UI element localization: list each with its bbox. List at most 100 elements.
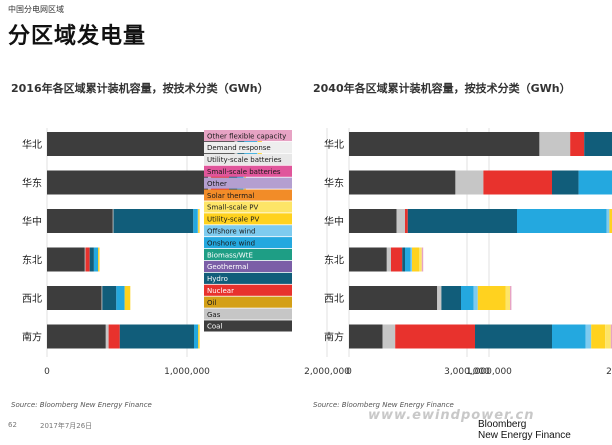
chart-2040-bar-segment xyxy=(570,132,585,156)
chart-2040-bar-segment xyxy=(585,324,592,349)
chart-2040-bar-segment xyxy=(349,247,387,272)
legend-swatch xyxy=(204,130,292,142)
chart-2016-bar-segment xyxy=(85,247,90,272)
chart-2040-category-label: 西北 xyxy=(324,293,344,305)
region-subtitle: 中国分电网区域 xyxy=(8,5,64,14)
legend-label: Oil xyxy=(207,299,216,307)
chart-2040-bar-segment xyxy=(578,170,612,195)
legend-label: Coal xyxy=(207,323,222,331)
chart-2016-category-label: 南方 xyxy=(22,331,42,344)
chart-2016-bar-segment xyxy=(108,324,120,349)
chart-2040-bar-segment xyxy=(382,324,396,349)
legend-label: Hydro xyxy=(207,275,228,283)
chart-2016-bar-segment xyxy=(47,324,106,349)
legend-swatch xyxy=(204,249,292,261)
chart-2040-bar-segment xyxy=(505,286,510,310)
chart-2016-bar-segment xyxy=(47,209,113,233)
legend: Other flexible capacity Demand response Ut… xyxy=(204,130,292,332)
chart-2040-bar-segment xyxy=(475,324,552,349)
chart-2040-category-label: 东北 xyxy=(324,254,344,267)
chart-2040-bar-segment xyxy=(386,247,391,272)
chart-2016-bar-segment xyxy=(105,324,109,349)
chart-2040-bar-segment xyxy=(441,286,461,310)
chart-2040-bar-segment xyxy=(419,247,422,272)
chart-2040-bar-segment xyxy=(461,286,474,310)
chart-2040-bar-segment xyxy=(349,286,438,310)
legend-swatch xyxy=(204,296,292,308)
chart-2016-x-tick-label: 0 xyxy=(44,367,50,377)
chart-2016-category-label: 东北 xyxy=(22,254,42,267)
legend-label: Geothermal xyxy=(207,263,248,271)
chart-2040-bar-segment xyxy=(584,132,612,156)
chart-2016-category-label: 华东 xyxy=(22,177,42,190)
legend-label: Offshore wind xyxy=(207,228,256,236)
chart-2016-x-tick-label: 3,000,000 xyxy=(444,367,490,377)
chart-2016-bar-segment xyxy=(47,286,102,310)
chart-2016-bar-segment xyxy=(198,324,200,349)
chart-2040-bar-segment xyxy=(349,209,397,233)
chart-2040-bar-segment xyxy=(609,209,612,233)
chart-2040-bar-segment xyxy=(606,209,610,233)
chart-2016-category-label: 西北 xyxy=(22,293,42,305)
chart-2016-bar-segment xyxy=(98,247,100,272)
chart-2040-bar-segment xyxy=(473,286,478,310)
legend-label: Biomass/WtE xyxy=(207,251,253,259)
chart-2016-bar-segment xyxy=(101,286,103,310)
chart-2040-category-label: 华东 xyxy=(324,177,344,190)
chart-2016-bar-segment xyxy=(47,170,208,195)
chart-2040-bar-segment xyxy=(517,209,607,233)
source-right: Source: Bloomberg New Energy Finance xyxy=(313,401,454,409)
page-number: 62 xyxy=(8,421,17,429)
chart-2016-bar-segment xyxy=(113,209,194,233)
chart-2016-bar-segment xyxy=(102,286,117,310)
legend-label: Small-scale PV xyxy=(207,204,258,212)
chart-2040-x-tick-label: 1,000,000 xyxy=(466,367,512,377)
chart-2016-bar-segment xyxy=(198,209,200,233)
legend-swatch xyxy=(204,177,292,189)
chart-2016-category-label: 华中 xyxy=(22,215,42,228)
chart-title-2040: 2040年各区域累计装机容量，按技术分类（GWh） xyxy=(313,82,571,95)
chart-2040-bar-segment xyxy=(395,324,475,349)
legend-label: Small-scale batteries xyxy=(207,168,281,176)
legend-label: Onshore wind xyxy=(207,239,255,247)
legend-swatch xyxy=(204,213,292,225)
legend-swatch xyxy=(204,165,292,177)
legend-label: Other xyxy=(207,180,227,188)
chart-2016-x-tick-label: 1,000,000 xyxy=(164,367,210,377)
chart-2040-bar-segment xyxy=(402,247,405,272)
brand-line-2: New Energy Finance xyxy=(478,430,571,441)
legend-swatch xyxy=(204,272,292,284)
chart-2016-bar-segment xyxy=(93,247,99,272)
chart-title-2016: 2016年各区域累计装机容量，按技术分类（GWh） xyxy=(11,82,269,95)
chart-2016-bar-segment xyxy=(124,286,131,310)
chart-2040-bar-segment xyxy=(539,132,571,156)
legend-label: Solar thermal xyxy=(207,192,254,200)
chart-2040-bar-segment xyxy=(410,247,412,272)
chart-2040-bar-segment xyxy=(591,324,606,349)
legend-swatch xyxy=(204,141,292,153)
chart-2040-bar-segment xyxy=(349,132,540,156)
source-left: Source: Bloomberg New Energy Finance xyxy=(11,401,152,409)
chart-2040-bar-segment xyxy=(412,247,419,272)
chart-2040-bar-segment xyxy=(477,286,506,310)
chart-2040-bar-segment xyxy=(483,170,552,195)
chart-2040-bar-segment xyxy=(407,209,517,233)
legend-label: Utility-scale batteries xyxy=(207,156,282,164)
chart-2016-category-label: 华北 xyxy=(22,138,42,151)
chart-2040-bar-segment xyxy=(552,324,586,349)
chart-2016-bar-segment xyxy=(112,209,114,233)
legend-swatch xyxy=(204,308,292,320)
chart-2040-bar-segment xyxy=(396,209,405,233)
chart-2040-bar-segment xyxy=(349,170,456,195)
chart-2040-bar-segment xyxy=(405,247,411,272)
chart-2016-bar-segment xyxy=(197,209,199,233)
legend-swatch xyxy=(204,237,292,249)
chart-2040-category-label: 华北 xyxy=(324,138,344,151)
chart-2040-bar-segment xyxy=(610,324,612,349)
legend-label: Nuclear xyxy=(207,287,234,295)
brand-line-1: Bloomberg xyxy=(478,419,527,430)
chart-2040-bar-segment xyxy=(455,170,484,195)
chart-2016-bar-segment xyxy=(84,247,86,272)
